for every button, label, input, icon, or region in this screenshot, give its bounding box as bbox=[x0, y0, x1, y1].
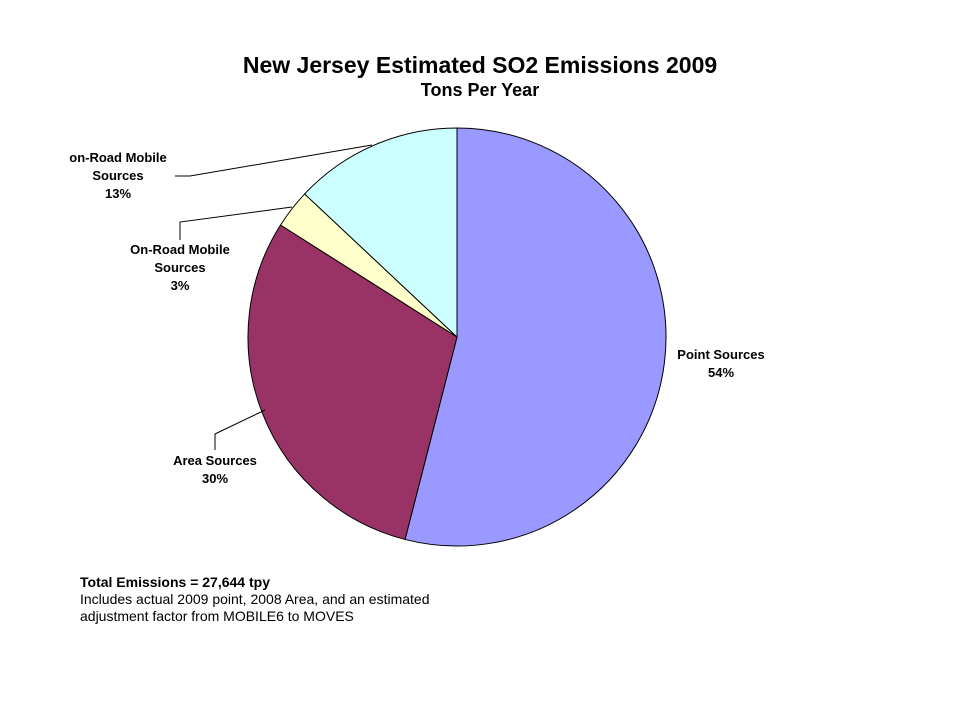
slice-label: On-Road Mobile Sources bbox=[130, 242, 230, 275]
slice-value-label: 3% bbox=[170, 278, 190, 293]
total-note: Total Emissions = 27,644 tpy bbox=[80, 574, 270, 590]
slice-label: Area Sources bbox=[173, 453, 257, 468]
pie-slice bbox=[404, 127, 667, 547]
leader-line bbox=[214, 409, 266, 450]
slice-value-label: 13% bbox=[104, 186, 132, 201]
chart-title: New Jersey Estimated SO2 Emissions 2009 bbox=[242, 52, 718, 78]
chart-subtitle: Tons Per Year bbox=[420, 80, 540, 100]
pie-slice bbox=[247, 224, 458, 541]
pie-slice bbox=[303, 127, 458, 339]
leader-line bbox=[179, 206, 293, 240]
slice-label: on-Road Mobile Sources bbox=[69, 150, 167, 183]
slice-value-label: 30% bbox=[201, 471, 229, 486]
slice-value-label: 54% bbox=[707, 365, 735, 380]
leader-line bbox=[175, 144, 373, 177]
note-line: Includes actual 2009 point, 2008 Area, a… bbox=[80, 591, 430, 607]
note-line: adjustment factor from MOBILE6 to MOVES bbox=[80, 608, 354, 624]
slice-label: Point Sources bbox=[677, 347, 765, 362]
